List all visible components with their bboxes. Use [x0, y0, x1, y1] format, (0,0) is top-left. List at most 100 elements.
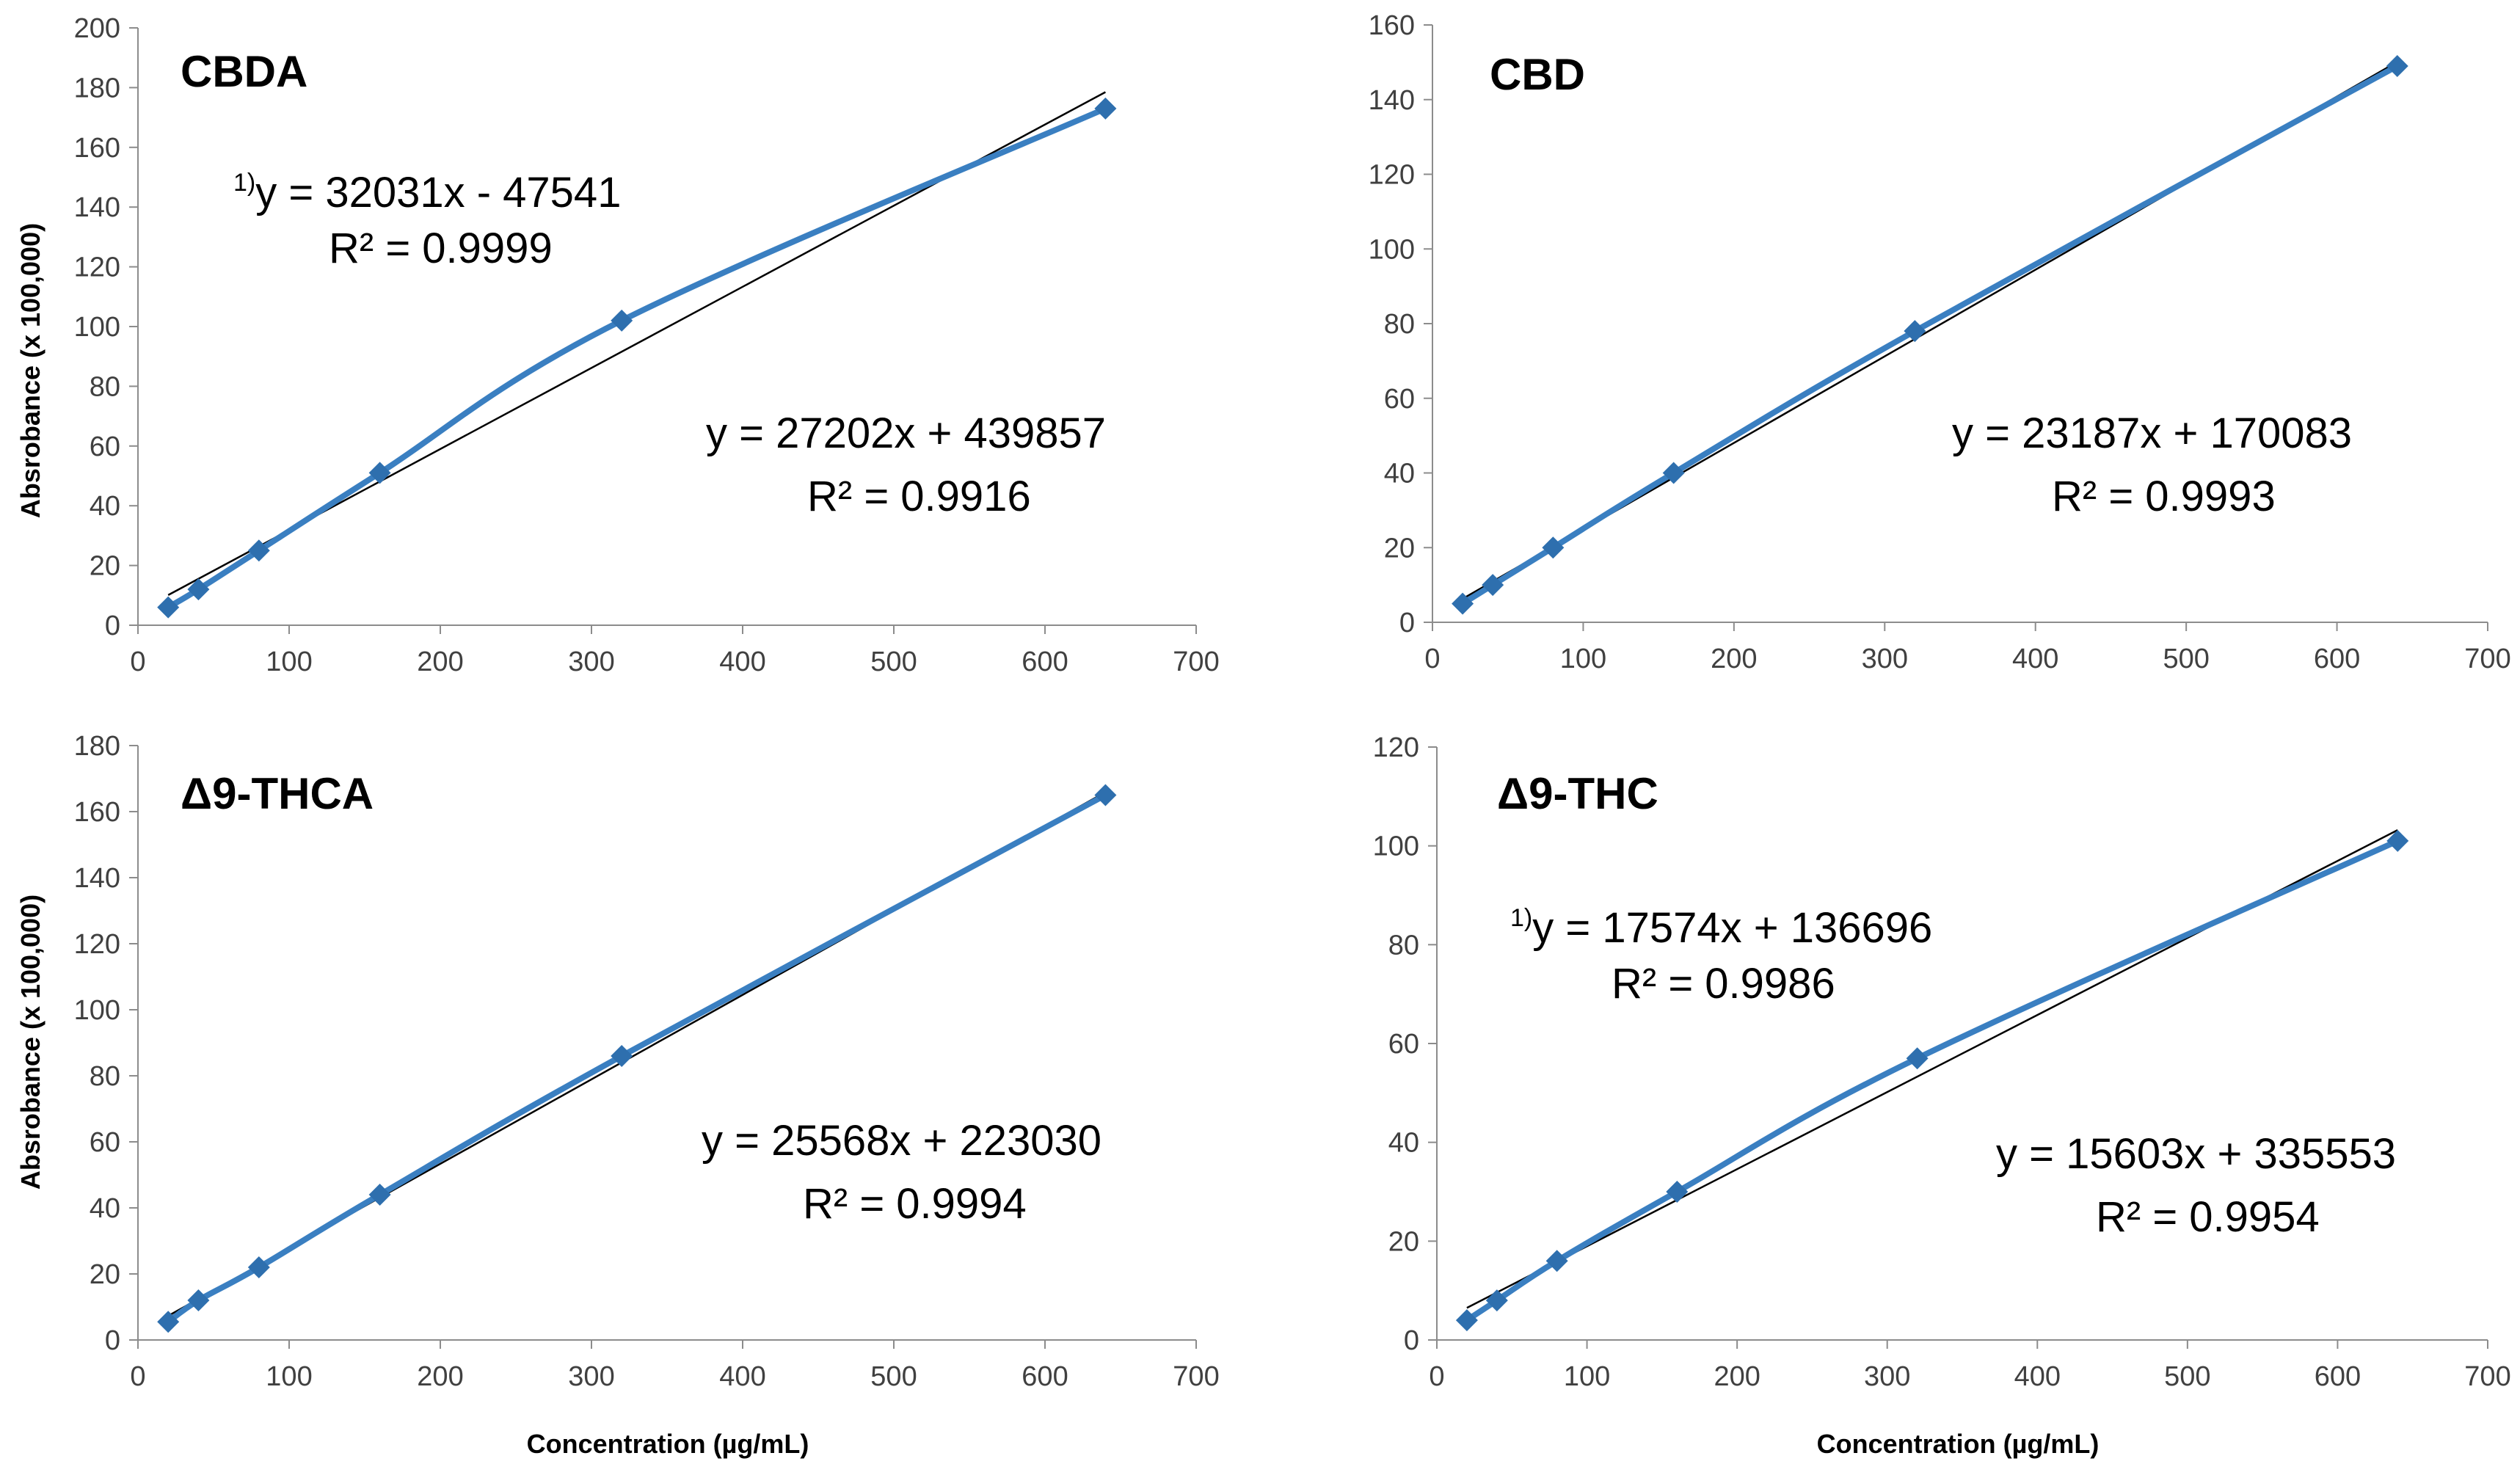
x-tick-label: 0: [1424, 644, 1440, 674]
y-tick-label: 0: [105, 1325, 120, 1356]
x-tick-label: 300: [568, 647, 614, 677]
y-tick-label: 20: [90, 551, 120, 582]
r-squared-cbda-1: R² = 0.9999: [329, 225, 553, 272]
data-point-marker: [247, 1256, 270, 1278]
y-tick-label: 40: [1388, 1128, 1419, 1159]
data-point-marker: [157, 1311, 180, 1333]
equation-thca: y = 25568x + 223030: [702, 1117, 1101, 1165]
y-tick-label: 160: [74, 133, 120, 164]
y-axis-label-top: Absrobance (x 100,000): [15, 223, 45, 518]
x-tick-label: 0: [130, 647, 145, 677]
data-point-marker: [1542, 536, 1565, 559]
data-point-marker: [611, 309, 633, 332]
series-line: [1460, 62, 2400, 607]
equation-cbda-2: y = 27202x + 439857: [706, 409, 1106, 457]
y-tick-label: 80: [90, 1061, 120, 1092]
x-axis-label-left: Concentration (µg/mL): [527, 1429, 809, 1459]
data-point-marker: [368, 462, 391, 484]
x-tick-label: 200: [417, 647, 463, 677]
x-tick-label: 200: [1714, 1361, 1760, 1392]
equation-cbd: y = 23187x + 170083: [1952, 409, 2352, 457]
x-tick-label: 500: [2164, 1361, 2210, 1392]
data-point-marker: [187, 578, 210, 601]
x-tick-label: 400: [719, 1361, 765, 1392]
x-tick-label: 100: [266, 647, 312, 677]
y-tick-label: 160: [1369, 10, 1415, 41]
y-tick-label: 20: [1388, 1226, 1419, 1257]
data-point-marker: [1482, 574, 1504, 597]
x-tick-label: 300: [1862, 644, 1908, 674]
y-tick-label: 100: [74, 995, 120, 1026]
x-tick-label: 700: [1173, 647, 1219, 677]
y-tick-label: 0: [1404, 1325, 1419, 1356]
x-tick-label: 700: [2464, 1361, 2510, 1392]
data-point-marker: [1906, 1047, 1929, 1070]
y-tick-label: 100: [74, 312, 120, 343]
x-tick-label: 200: [417, 1361, 463, 1392]
equation-text: y = 17574x + 136696: [1532, 904, 1932, 952]
series-line: [165, 792, 1109, 1325]
x-tick-label: 400: [719, 647, 765, 677]
x-tick-label: 600: [2314, 644, 2360, 674]
x-tick-label: 700: [1173, 1361, 1219, 1392]
x-tick-label: 600: [2315, 1361, 2361, 1392]
r-squared-cbd: R² = 0.9993: [2052, 473, 2276, 520]
x-axis-label-right: Concentration (µg/mL): [1817, 1429, 2100, 1459]
x-tick-label: 100: [1564, 1361, 1610, 1392]
x-tick-label: 200: [1711, 644, 1757, 674]
x-tick-label: 300: [568, 1361, 614, 1392]
y-tick-label: 80: [90, 371, 120, 402]
y-tick-label: 100: [1373, 831, 1419, 862]
chart-panel-thca: 0 20 40 60 80 100 120 140 160 180 0 100 200 300 400 500…: [74, 731, 1220, 1392]
series-line: [165, 105, 1109, 611]
x-tick-label: 600: [1022, 647, 1068, 677]
data-point-marker: [1662, 462, 1685, 484]
y-tick-label: 60: [1384, 384, 1415, 415]
x-tick-label: 400: [2012, 644, 2058, 674]
data-point-marker: [1904, 320, 1926, 343]
y-tick-label: 0: [105, 611, 120, 641]
data-point-marker: [157, 596, 180, 619]
x-tick-label: 0: [130, 1361, 145, 1392]
chart-title-cbda: CBDA: [181, 47, 307, 96]
x-tick-label: 400: [2014, 1361, 2061, 1392]
data-point-marker: [1666, 1181, 1689, 1203]
y-tick-label: 60: [90, 431, 120, 462]
y-tick-label: 140: [74, 863, 120, 894]
y-tick-label: 80: [1388, 930, 1419, 961]
y-tick-label: 60: [90, 1127, 120, 1158]
r-squared-thc-1: R² = 0.9986: [1612, 960, 1835, 1008]
data-point-marker: [368, 1184, 391, 1206]
y-tick-label: 80: [1384, 309, 1415, 340]
y-tick-label: 120: [74, 252, 120, 283]
data-point-marker: [1452, 592, 1474, 615]
x-tick-label: 500: [870, 647, 917, 677]
data-point-marker: [2386, 829, 2409, 852]
footnote-marker: 1): [233, 169, 255, 197]
y-tick-label: 180: [74, 73, 120, 103]
y-tick-label: 20: [90, 1259, 120, 1290]
y-tick-label: 120: [1369, 160, 1415, 191]
data-point-marker: [2386, 54, 2408, 77]
data-point-marker: [247, 539, 270, 562]
chart-panel-cbda: 0 20 40 60 80 100 120 140 160 180 200 0 100 200 300 400…: [74, 13, 1220, 677]
data-point-marker: [1545, 1250, 1568, 1272]
x-tick-label: 700: [2464, 644, 2510, 674]
chart-title-thc: Δ9-THC: [1497, 769, 1658, 818]
data-point-marker: [1455, 1309, 1478, 1332]
y-tick-label: 140: [74, 192, 120, 223]
data-point-marker: [1485, 1289, 1508, 1312]
equation-thc-2: y = 15603x + 335553: [1996, 1130, 2396, 1178]
r-squared-cbda-2: R² = 0.9916: [807, 473, 1031, 520]
series-line: [1463, 837, 2401, 1324]
r-squared-thc-2: R² = 0.9954: [2096, 1193, 2320, 1241]
data-point-marker: [187, 1289, 210, 1311]
x-tick-label: 500: [870, 1361, 917, 1392]
y-tick-label: 140: [1369, 85, 1415, 116]
equation-text: y = 32031x - 47541: [255, 169, 621, 216]
x-tick-label: 500: [2163, 644, 2209, 674]
y-tick-label: 40: [90, 1193, 120, 1224]
x-tick-label: 300: [1864, 1361, 1910, 1392]
